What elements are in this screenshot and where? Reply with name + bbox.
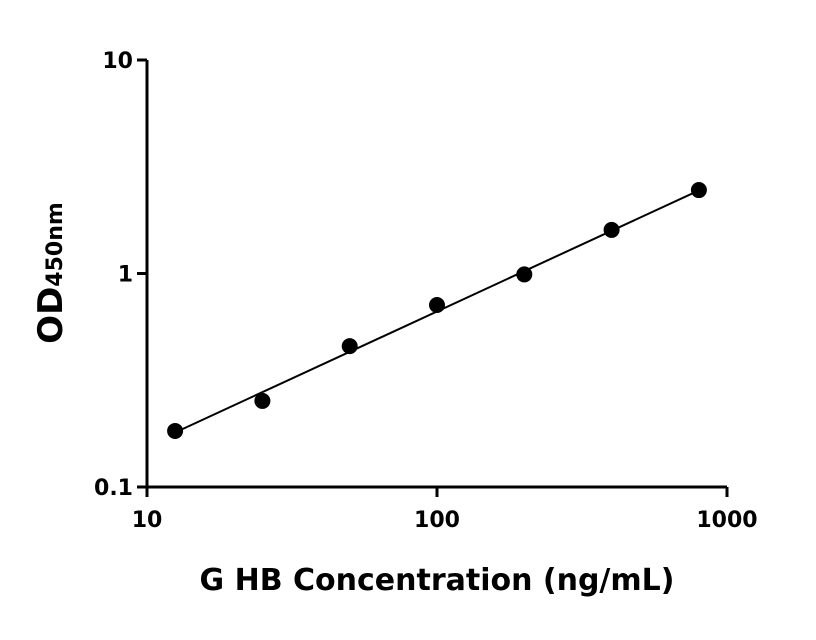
data-point (603, 221, 620, 238)
x-tick-label: 1000 (696, 508, 757, 533)
data-point (167, 422, 184, 439)
data-point (429, 296, 445, 313)
x-axis-label: G HB Concentration (ng/mL) (200, 563, 675, 598)
data-point (690, 182, 707, 199)
y-tick-label: 10 (102, 49, 133, 74)
x-tick-label: 100 (414, 508, 460, 533)
x-tick-label: 10 (132, 508, 163, 533)
y-tick-label: 0.1 (94, 476, 133, 501)
y-axis-label-subscript: 450nm (43, 202, 68, 287)
y-axis-label: OD450nm (31, 202, 71, 344)
y-axis-label-main: OD (31, 287, 71, 344)
data-point (516, 266, 533, 283)
data-point (254, 392, 271, 409)
y-tick-label: 1 (118, 263, 133, 288)
data-point (341, 338, 358, 355)
